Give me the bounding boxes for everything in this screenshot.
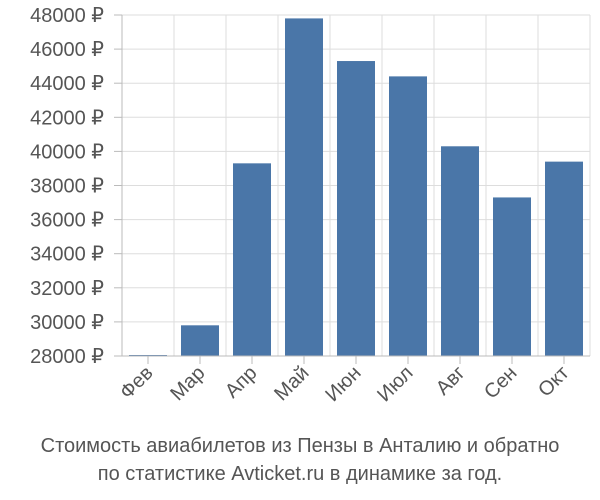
y-tick-label: 30000 ₽ [30, 312, 104, 334]
x-tick-label: Сен [480, 362, 521, 403]
bar-6 [389, 76, 427, 356]
y-tick-label: 46000 ₽ [30, 39, 104, 61]
bar-2 [181, 325, 219, 356]
y-tick-label: 42000 ₽ [30, 107, 104, 129]
x-tick-label: Май [270, 362, 313, 405]
bar-3 [233, 163, 271, 356]
x-tick-label: Июн [321, 362, 365, 406]
x-tick-label: Фев [116, 362, 158, 404]
y-tick-label: 28000 ₽ [30, 346, 104, 368]
bar-9 [545, 161, 583, 356]
bar-4 [285, 18, 323, 356]
y-tick-label: 48000 ₽ [30, 5, 104, 27]
y-tick-label: 32000 ₽ [30, 278, 104, 300]
x-tick-label: Авг [432, 362, 470, 400]
x-tick-label: Апр [221, 362, 262, 403]
x-tick-label: Окт [534, 362, 573, 401]
y-tick-labels: 28000 ₽ 30000 ₽ 32000 ₽ 34000 ₽ 36000 ₽ 38000… [30, 5, 104, 368]
y-tick-label: 40000 ₽ [30, 141, 104, 163]
y-tick-label: 38000 ₽ [30, 176, 104, 198]
y-tick-label: 44000 ₽ [30, 73, 104, 95]
bars [129, 18, 583, 356]
x-tick-label: Мар [166, 362, 209, 405]
chart-caption-line-2: по статистике Avticket.ru в динамике за … [97, 463, 503, 485]
x-tick-label: Июл [373, 362, 417, 406]
chart-caption-line-1: Стоимость авиабилетов из Пензы в Анталию… [40, 435, 560, 457]
axes [114, 14, 590, 364]
y-tick-label: 36000 ₽ [30, 210, 104, 232]
bar-5 [337, 61, 375, 356]
y-tick-label: 34000 ₽ [30, 244, 104, 266]
bar-7 [441, 146, 479, 356]
bar-8 [493, 197, 531, 356]
x-tick-labels: Фев Мар Апр Май Июн Июл Авг Сен Окт [116, 362, 574, 406]
